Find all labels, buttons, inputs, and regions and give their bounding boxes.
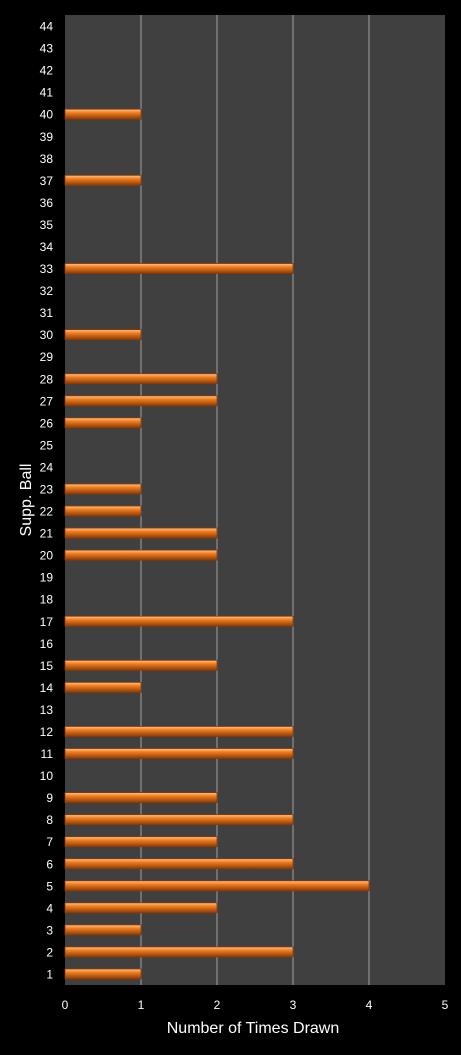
bar-supp-ball-17 [64,615,294,627]
y-tick-label: 17 [40,615,54,629]
y-tick-label: 43 [40,42,54,56]
y-tick-label: 7 [46,835,53,849]
bar-supp-ball-12 [64,726,294,737]
y-tick-label: 16 [40,637,54,651]
x-tick-label: 2 [214,998,221,1012]
y-tick-label: 38 [40,152,54,166]
y-tick-label: 1 [46,967,53,981]
bar-supp-ball-14 [64,681,142,693]
y-tick-label: 8 [46,813,53,827]
y-tick-label: 25 [40,438,54,452]
y-tick-label: 4 [46,901,53,915]
bar-supp-ball-4 [64,902,218,914]
bar-supp-ball-23 [64,483,142,495]
y-tick-label: 44 [40,20,54,34]
x-tick-label: 1 [138,998,145,1012]
y-tick-label: 5 [46,879,53,893]
y-tick-labels: 1234567891011121314151617181920212223242… [40,20,54,982]
y-tick-label: 40 [40,108,54,122]
y-tick-label: 42 [40,64,54,78]
y-tick-label: 11 [41,747,54,761]
y-tick-label: 6 [46,857,53,871]
x-tick-labels: 0 1 2 3 4 5 [62,998,449,1012]
bar-supp-ball-30 [64,329,142,341]
bar-supp-ball-11 [64,748,294,759]
y-tick-label: 30 [40,328,54,342]
y-tick-label: 10 [40,769,54,783]
x-tick-label: 3 [290,998,297,1012]
y-tick-label: 15 [40,659,54,673]
y-tick-label: 29 [40,350,54,364]
bar-supp-ball-27 [64,395,218,407]
bar-supp-ball-40 [64,108,142,120]
bar-supp-ball-37 [64,174,142,186]
bar-supp-ball-3 [64,924,142,936]
bar-supp-ball-5 [64,880,370,892]
x-tick-label: 0 [62,998,69,1012]
bars [64,108,370,980]
bar-supp-ball-1 [64,968,142,980]
y-tick-label: 9 [46,791,53,805]
x-axis-title: Number of Times Drawn [167,1020,340,1037]
bar-supp-ball-21 [64,527,218,539]
y-tick-label: 39 [40,130,54,144]
bar-supp-ball-20 [64,549,218,561]
y-tick-label: 41 [40,86,54,100]
y-tick-label: 32 [40,284,54,298]
bar-supp-ball-9 [64,792,218,804]
y-tick-label: 20 [40,549,54,563]
y-tick-label: 21 [40,527,54,541]
y-tick-label: 24 [40,460,54,474]
y-tick-label: 18 [40,593,54,607]
y-tick-label: 14 [40,681,54,695]
bar-supp-ball-8 [64,814,294,826]
y-tick-label: 28 [40,372,54,386]
x-tick-label: 5 [442,998,449,1012]
bar-supp-ball-28 [64,373,218,385]
y-tick-label: 3 [46,923,53,937]
bar-supp-ball-26 [64,417,142,429]
y-tick-label: 12 [40,725,54,739]
x-tick-label: 4 [366,998,373,1012]
y-tick-label: 19 [40,571,54,585]
bar-supp-ball-2 [64,946,294,958]
y-tick-label: 23 [40,482,54,496]
bar-supp-ball-33 [64,263,294,274]
y-tick-label: 35 [40,218,54,232]
y-tick-label: 26 [40,416,54,430]
y-tick-label: 33 [40,262,54,276]
bar-supp-ball-15 [64,659,218,671]
y-tick-label: 36 [40,196,54,210]
y-tick-label: 34 [40,240,54,254]
y-tick-label: 37 [40,174,54,188]
y-tick-label: 31 [40,306,54,320]
bar-supp-ball-7 [64,836,218,848]
y-axis-title: Supp. Ball [18,464,35,537]
y-tick-label: 13 [40,703,54,717]
y-tick-label: 22 [40,505,54,519]
y-tick-label: 27 [40,394,54,408]
bar-supp-ball-22 [64,505,142,517]
y-tick-label: 2 [46,945,53,959]
bar-supp-ball-6 [64,858,294,870]
